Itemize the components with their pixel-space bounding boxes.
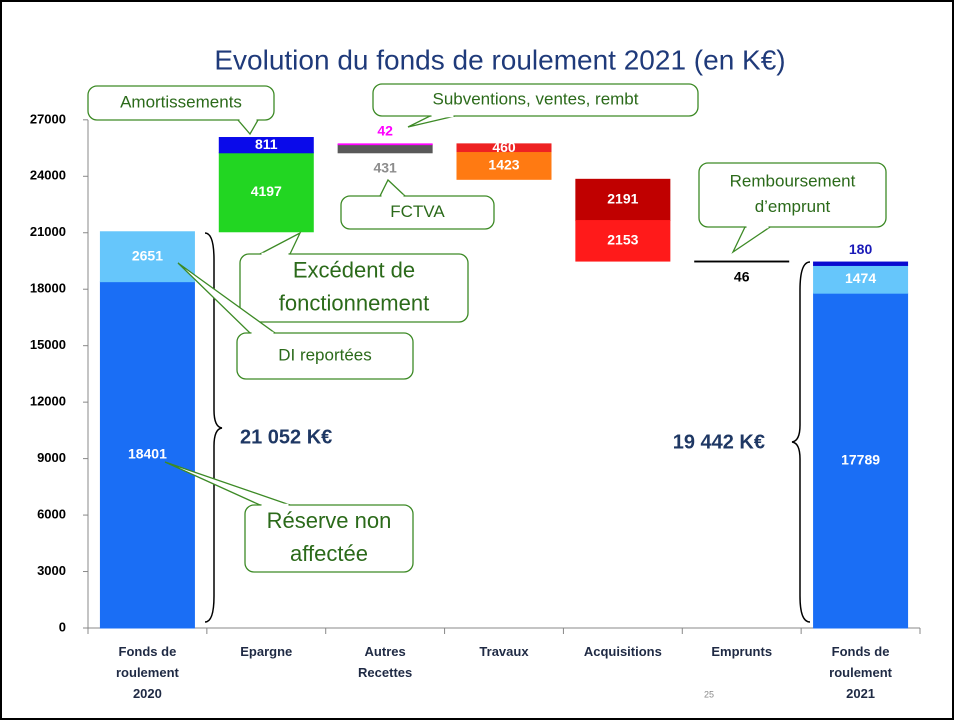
bar-segment [99,281,195,629]
x-tick-label-line: roulement [829,665,893,680]
bar-segment [575,178,671,222]
x-tick-label-line: Autres [365,644,406,659]
data-label: 180 [849,241,873,257]
x-tick-label: Fonds de roulement 2021 [829,644,893,701]
x-tick-label-line: 2020 [133,686,162,701]
bar-segment [694,260,790,263]
x-tick-label-line: Recettes [358,665,412,680]
callout-text: DI reportées [278,345,372,364]
x-tick-label: Emprunts [711,644,772,659]
x-tick-label-line: 2021 [846,686,875,701]
x-tick-label-line: Acquisitions [584,644,662,659]
data-label: 17789 [841,451,880,467]
callout-text: d’emprunt [755,197,831,216]
y-tick-label: 15000 [30,337,66,352]
x-tick-label: Fonds de roulement 2020 [116,644,180,701]
y-tick-label: 12000 [30,394,66,409]
bar-segment [456,152,552,180]
data-label: 4197 [251,183,282,199]
data-label: 2153 [607,232,638,248]
callout-box [244,504,414,573]
callout-box [87,85,275,121]
x-tick-label: Autres Recettes [358,644,412,680]
x-tick-label-line: Epargne [240,644,292,659]
x-tick-label-line: Fonds de [832,644,890,659]
total-note: 19 442 K€ [673,431,765,453]
y-tick-label: 18000 [30,281,66,296]
callout-text: Remboursement [730,172,856,191]
data-label: 460 [492,139,516,155]
callout-text: affectée [290,541,368,566]
callout-box [698,162,887,228]
x-tick-label-line: Travaux [479,644,529,659]
x-tick-label: Epargne [240,644,292,659]
bar-segment [218,152,314,233]
bar-segment [813,261,909,266]
brace [204,232,223,623]
y-tick-label: 21000 [30,224,66,239]
data-label: 1474 [845,270,876,286]
data-label: 2651 [132,247,163,263]
data-label: 46 [734,269,750,285]
bar-segment [337,143,433,146]
data-label: 2191 [607,191,638,207]
callout-text: FCTVA [390,202,445,221]
x-tick-label-line: roulement [116,665,180,680]
x-tick-label-line: Fonds de [119,644,177,659]
callout-box [340,195,495,230]
brace [791,261,811,623]
bar-segment [813,292,909,629]
data-label: 42 [377,123,393,139]
data-label: 18401 [128,446,167,462]
page-number: 25 [704,689,714,699]
callout-text: Amortissements [120,92,242,111]
x-tick-label-line: Emprunts [711,644,772,659]
callout-text: Réserve non [267,508,392,533]
callout-text: Excédent de [293,257,415,282]
bar-segment [218,137,314,154]
callout-text: fonctionnement [279,290,429,315]
y-tick-label: 0 [59,619,66,634]
bar-segment [813,264,909,294]
callout-text: Subventions, ventes, rembt [432,89,638,108]
bar-segment [99,231,195,283]
bar-segment [575,220,671,262]
bar-segment [337,144,433,154]
x-tick-label: Travaux [479,644,529,659]
y-tick-label: 9000 [37,450,66,465]
callout-box [239,253,469,323]
data-label: 811 [255,136,278,152]
callout-box [372,83,699,117]
y-tick-label: 27000 [30,111,66,126]
y-tick-label: 24000 [30,168,66,183]
callout-box [236,332,414,380]
chart-title: Evolution du fonds de roulement 2021 (en… [214,44,785,75]
x-tick-label: Acquisitions [584,644,662,659]
data-label: 431 [373,159,397,175]
y-tick-label: 6000 [37,507,66,522]
y-tick-label: 3000 [37,563,66,578]
total-note: 21 052 K€ [240,426,332,448]
data-label: 1423 [488,157,519,173]
